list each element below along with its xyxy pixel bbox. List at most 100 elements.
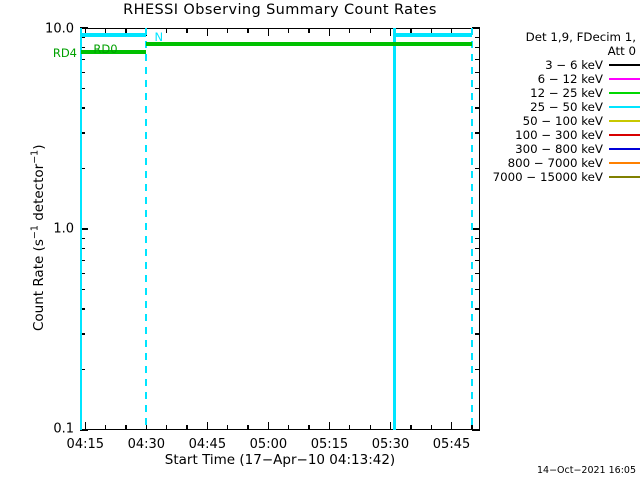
render-timestamp: 14−Oct−2021 16:05 (536, 465, 636, 476)
data-trace-segment (146, 42, 472, 47)
legend-item-label: 800 − 7000 keV (507, 156, 603, 170)
x-axis-tick (227, 425, 229, 430)
x-tick-label: 04:15 (66, 437, 105, 452)
y-axis-tick-minor (475, 132, 480, 134)
x-tick-label: 05:30 (371, 437, 410, 452)
y-axis-tick-minor (80, 167, 85, 170)
x-axis-tick (105, 28, 107, 33)
x-axis-tick (84, 422, 86, 430)
event-marker-line (470, 28, 473, 430)
y-axis-tick (472, 27, 480, 29)
y-axis-tick (472, 429, 480, 431)
legend-item[interactable]: 7000 − 15000 keV (484, 170, 640, 184)
y-axis-title-prefix: Count Rate (s (30, 239, 47, 332)
x-axis-tick (227, 28, 229, 33)
y-axis-title-exponent-2: −1 (29, 149, 41, 164)
x-axis-tick (247, 28, 249, 33)
y-tick-label: 0.1 (53, 421, 74, 437)
event-marker-line (145, 28, 148, 430)
legend-item[interactable]: 12 − 25 keV (484, 86, 640, 100)
legend-item[interactable]: 100 − 300 keV (484, 128, 640, 142)
x-axis-tick (206, 422, 209, 430)
legend-item-label: 25 − 50 keV (530, 100, 603, 114)
y-axis-title-middle: detector (30, 163, 47, 226)
y-axis-tick-minor (475, 237, 480, 239)
y-axis-tick-minor (475, 368, 480, 371)
legend-item[interactable]: 50 − 100 keV (484, 114, 640, 128)
x-axis-tick (247, 425, 249, 430)
legend-item[interactable]: 300 − 800 keV (484, 142, 640, 156)
x-axis-tick (410, 425, 412, 430)
y-axis-tick-minor (475, 259, 480, 261)
y-axis-tick-minor (80, 107, 85, 109)
y-axis-tick (472, 228, 480, 230)
x-axis-tick (430, 425, 432, 430)
legend-item-label: 12 − 25 keV (530, 86, 603, 100)
x-axis-tick (267, 422, 270, 430)
x-axis-tick (288, 425, 290, 430)
x-axis-tick (389, 28, 392, 36)
y-axis-tick-minor (475, 87, 480, 90)
x-axis-tick (84, 28, 86, 36)
legend-item[interactable]: 3 − 6 keV (484, 58, 640, 72)
x-tick-label: 05:00 (249, 437, 288, 452)
x-axis-tick (369, 28, 371, 33)
legend-item-label: 50 − 100 keV (522, 114, 603, 128)
y-axis-tick (80, 27, 88, 29)
y-axis-title: Count Rate (s−1 detector−1) (29, 38, 47, 438)
y-axis-tick-minor (80, 71, 85, 74)
y-axis-title-exponent-1: −1 (29, 225, 41, 240)
x-axis-tick (288, 28, 290, 33)
event-marker-line (393, 28, 396, 430)
legend-color-swatch (609, 77, 640, 81)
y-axis-tick-minor (80, 247, 85, 250)
legend-item-label: 3 − 6 keV (545, 58, 603, 72)
plot-area: RD0 RD4 N (53, 27, 480, 431)
legend: Det 1,9, FDecim 1, Att 0 3 − 6 keV 6 − 12… (484, 30, 640, 184)
x-axis-tick (206, 28, 209, 36)
legend-item-label: 300 − 800 keV (515, 142, 603, 156)
data-trace-segment (81, 49, 147, 54)
legend-color-swatch (609, 175, 640, 179)
y-axis-tick-minor (80, 87, 85, 90)
y-axis-tick-minor (475, 308, 480, 310)
legend-color-swatch (609, 63, 640, 67)
x-axis-tick (308, 28, 310, 33)
y-axis-tick-minor (475, 288, 480, 291)
x-axis-tick (389, 422, 392, 430)
x-axis-tick (125, 28, 127, 33)
y-axis-tick-minor (475, 46, 480, 49)
legend-item[interactable]: 6 − 12 keV (484, 72, 640, 86)
legend-color-swatch (609, 105, 640, 109)
y-axis-tick-minor (80, 46, 85, 49)
legend-header-line-1: Det 1,9, FDecim 1, (525, 30, 636, 44)
legend-color-swatch (609, 133, 640, 137)
legend-color-swatch (609, 119, 640, 123)
y-axis-tick (80, 429, 88, 431)
event-marker-line (80, 28, 83, 430)
y-axis-title-suffix: ) (30, 144, 47, 150)
x-axis-tick (328, 422, 331, 430)
y-axis-tick-minor (80, 237, 85, 239)
x-axis-tick (186, 425, 188, 430)
legend-header-line-2: Att 0 (607, 44, 636, 58)
legend-item[interactable]: 800 − 7000 keV (484, 156, 640, 170)
y-axis-tick-minor (80, 288, 85, 291)
legend-entries: 3 − 6 keV 6 − 12 keV 12 − 25 keV 25 − 50 ke… (484, 58, 640, 184)
y-axis-tick-minor (80, 368, 85, 371)
legend-color-swatch (609, 147, 640, 151)
legend-header: Det 1,9, FDecim 1, Att 0 (484, 30, 640, 58)
x-axis-tick (267, 28, 270, 36)
plot-annotation: N (154, 30, 164, 45)
data-trace-segment (394, 33, 472, 38)
legend-item-label: 7000 − 15000 keV (492, 170, 603, 184)
y-axis-tick-minor (475, 272, 480, 275)
y-axis-tick-minor (80, 259, 85, 261)
y-axis-tick-minor (475, 71, 480, 74)
legend-item-label: 6 − 12 keV (537, 72, 603, 86)
y-axis-tick-minor (475, 167, 480, 170)
y-axis-tick-minor (475, 58, 480, 60)
data-trace-segment (81, 33, 147, 38)
legend-item[interactable]: 25 − 50 keV (484, 100, 640, 114)
